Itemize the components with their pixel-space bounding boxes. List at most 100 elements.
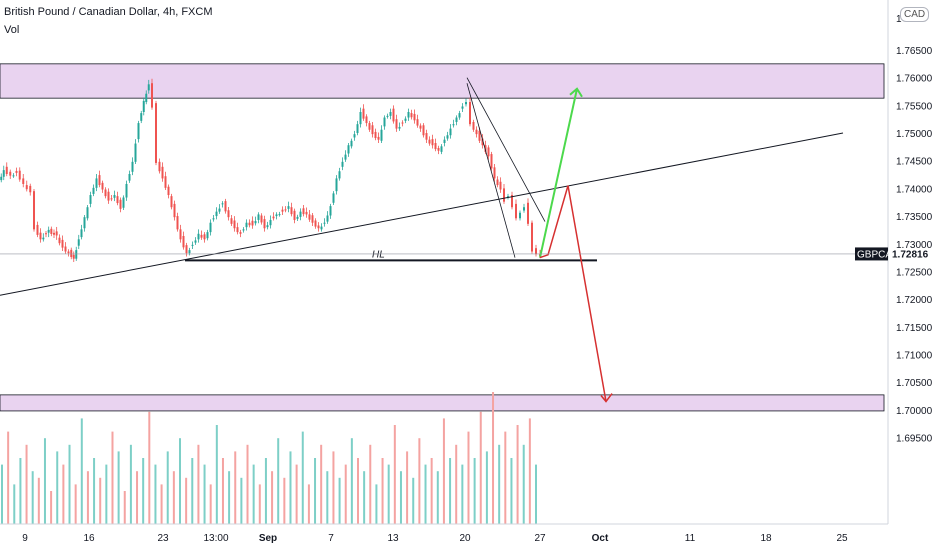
volume-bar [510, 458, 513, 524]
volume-bar [301, 431, 304, 524]
volume-bar [43, 438, 46, 524]
candle-body [75, 250, 78, 259]
volume-bar [1, 464, 3, 524]
volume-bar [215, 425, 218, 524]
candle-body [39, 232, 42, 240]
candle-body [302, 208, 305, 215]
candle-body [22, 178, 25, 184]
hl-label: HL [372, 249, 385, 260]
volume-bar [338, 477, 341, 524]
volume-bar [148, 411, 151, 524]
candle-body [15, 170, 18, 173]
volume-bar [25, 444, 28, 524]
volume-bar [234, 451, 237, 524]
candle-body [194, 240, 197, 243]
candle-body [469, 102, 471, 125]
volume-bar [406, 451, 409, 524]
currency-badge[interactable]: CAD [900, 7, 930, 22]
volume-label: Vol [4, 24, 20, 36]
candle-body [449, 128, 452, 136]
candle-body [499, 181, 502, 190]
volume-bar [166, 451, 169, 524]
volume-bar [350, 438, 353, 524]
candle-body [0, 176, 3, 181]
volume-bar [7, 431, 10, 524]
candle-body [443, 139, 446, 143]
x-tick-label: 23 [157, 533, 169, 544]
candle-body [147, 84, 150, 91]
candle-body [371, 125, 374, 135]
x-tick-label: 20 [459, 533, 471, 544]
volume-bar [228, 471, 231, 524]
candle-body [254, 221, 257, 224]
candle-body [519, 212, 521, 219]
volume-bar [74, 484, 77, 524]
channel-upper-line [466, 77, 546, 222]
candle-body [410, 113, 413, 118]
volume-bar [320, 444, 323, 524]
y-tick-label: 1 [896, 14, 902, 25]
candle-body [203, 234, 206, 240]
candle-body [332, 193, 335, 203]
chart-title: British Pound / Canadian Dollar, 4h, FXC… [4, 6, 213, 18]
volume-bar [56, 451, 59, 524]
candle-body [272, 216, 275, 219]
candle-body [164, 176, 167, 188]
candle-body [125, 183, 128, 198]
volume-bar [197, 444, 200, 524]
candle-body [122, 197, 125, 208]
volume-bar [37, 477, 40, 524]
candle-body [368, 123, 371, 130]
candle-body [484, 145, 487, 152]
candle-body [251, 220, 254, 226]
candle-body [314, 220, 317, 227]
candle-body [326, 215, 329, 222]
candle-body [95, 178, 98, 188]
candle-body [188, 250, 191, 254]
candle-body [242, 229, 245, 231]
x-tick-label: 13 [387, 533, 399, 544]
candle-body [389, 112, 392, 116]
candles-layer [0, 78, 541, 263]
volume-bar [68, 444, 71, 524]
candle-body [131, 161, 134, 172]
candle-body [374, 131, 377, 139]
volume-bar [93, 458, 96, 524]
candle-body [89, 195, 92, 204]
volume-bar [209, 484, 212, 524]
volume-bar [50, 491, 53, 524]
volume-bar [136, 471, 139, 524]
candle-body [50, 228, 53, 234]
candle-body [475, 129, 478, 135]
candle-body [380, 129, 383, 141]
volume-bar [295, 464, 298, 524]
volume-bar [467, 431, 470, 524]
volume-bar [111, 431, 114, 524]
volume-bar [473, 458, 476, 524]
volume-bar [485, 451, 488, 524]
candle-body [507, 196, 509, 198]
volume-bar [283, 477, 286, 524]
resistance-zone [0, 63, 885, 99]
volume-bar [185, 477, 188, 524]
candle-body [320, 226, 323, 230]
candle-body [287, 206, 290, 209]
red-arrow-head [600, 393, 613, 403]
candle-body [42, 237, 45, 240]
volume-bar [442, 418, 445, 524]
candle-body [531, 222, 533, 252]
x-tick-label: 25 [836, 533, 848, 544]
volume-bar [240, 477, 243, 524]
candle-body [299, 211, 302, 217]
x-tick-label: 27 [534, 533, 546, 544]
candle-body [350, 140, 353, 147]
candle-body [45, 233, 47, 235]
y-tick-label: 1.74500 [896, 157, 932, 168]
candle-body [18, 170, 21, 180]
candle-body [419, 125, 422, 129]
volume-bar [399, 471, 402, 524]
candle-body [365, 116, 368, 124]
candle-body [134, 143, 137, 162]
candle-body [64, 246, 67, 252]
